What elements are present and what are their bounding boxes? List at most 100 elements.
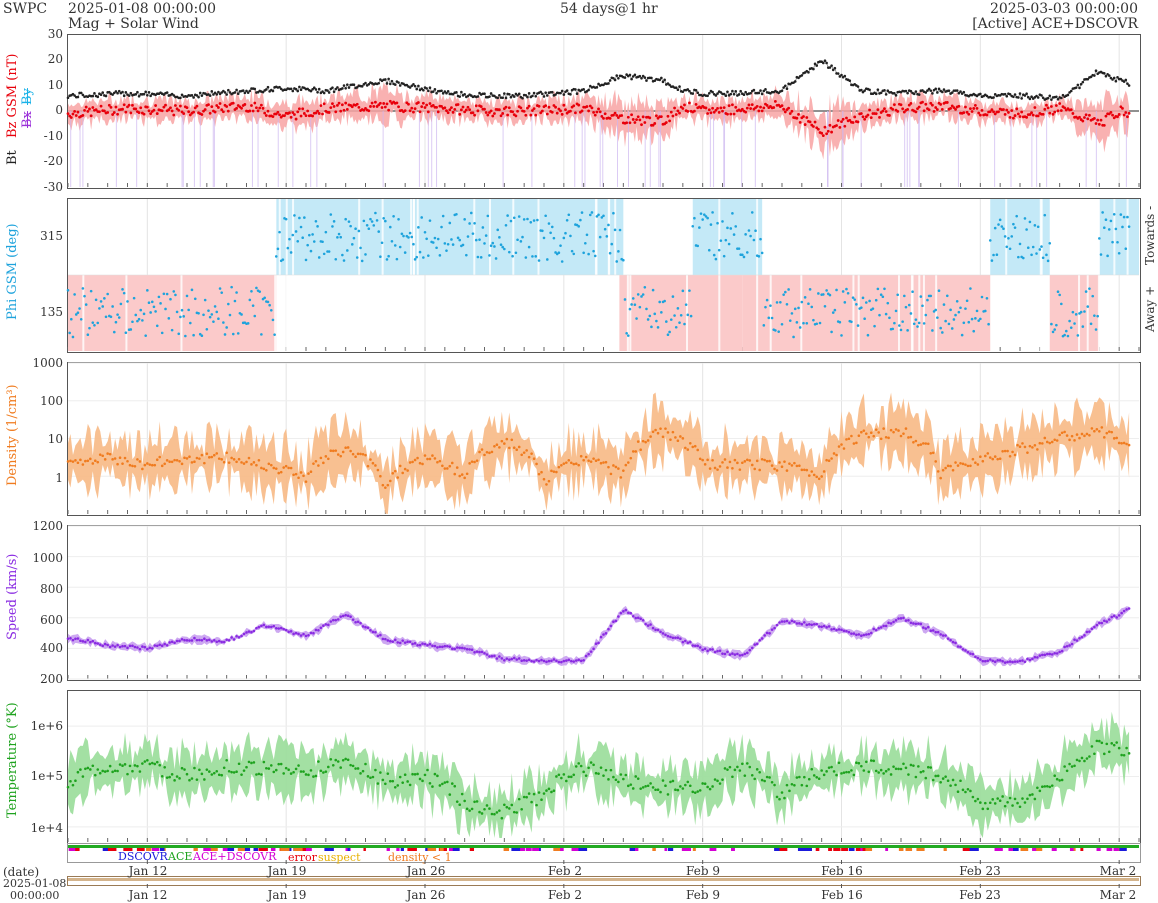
density-point: [450, 461, 454, 465]
density-point: [708, 467, 712, 470]
time-axis-bar: [68, 878, 1139, 881]
speed-point: [349, 615, 352, 619]
speed-ytick: 200: [40, 672, 63, 686]
temperature-point: [274, 768, 278, 772]
speed-point: [686, 641, 690, 645]
bt-point: [412, 83, 415, 86]
phi-point: [506, 214, 509, 217]
bz-point: [382, 102, 386, 105]
bt-point: [696, 91, 700, 95]
bz-point: [210, 105, 214, 109]
phi-point: [346, 249, 349, 252]
phi-point: [129, 328, 133, 331]
bt-point: [388, 82, 392, 86]
phi-point: [427, 254, 430, 257]
temperature-point: [887, 768, 890, 771]
bt-point: [66, 96, 70, 100]
speed-point: [708, 648, 712, 651]
temperature-point: [733, 768, 737, 772]
phi-point: [625, 331, 628, 335]
temperature-ytick: 1e+4: [30, 821, 63, 835]
bt-point: [1008, 92, 1012, 96]
temperature-point: [902, 762, 905, 766]
density-point: [907, 436, 910, 439]
phi-point: [547, 222, 551, 225]
bz-point: [185, 106, 189, 110]
bz-point: [134, 107, 138, 111]
phi-point: [422, 256, 425, 259]
bz-point: [1054, 104, 1058, 107]
density-point: [116, 462, 119, 466]
bt-point: [342, 84, 346, 87]
phi-point: [99, 300, 103, 303]
speed-point: [366, 626, 370, 630]
phi-point: [253, 314, 257, 318]
bt-point: [1127, 84, 1131, 87]
bz-point: [772, 106, 776, 109]
speed-point: [884, 624, 888, 628]
bt-point: [539, 90, 542, 94]
temperature-point: [1021, 797, 1024, 800]
temperature-point: [101, 769, 105, 773]
phi-point: [993, 226, 997, 230]
bt-point: [108, 90, 111, 94]
speed-point: [485, 653, 489, 656]
speed-point: [299, 634, 303, 637]
density-point: [857, 434, 861, 438]
phi-point: [954, 313, 957, 317]
speed-point: [242, 632, 246, 636]
density-point: [877, 431, 880, 434]
time-span: 54 days@1 hr: [560, 1, 658, 17]
phi-point: [603, 227, 607, 231]
phi-point: [342, 259, 346, 262]
speed-point: [545, 660, 548, 664]
density-point: [847, 437, 851, 441]
bz-point: [345, 108, 349, 111]
phi-point: [294, 230, 298, 233]
density-point: [517, 445, 521, 449]
phi-point: [385, 258, 389, 261]
temperature-point: [626, 784, 630, 788]
speed-point: [830, 628, 833, 631]
phi-point: [1104, 218, 1108, 222]
phi-point: [909, 312, 913, 315]
bz-point: [98, 110, 101, 114]
density-point: [654, 428, 657, 432]
density-point: [941, 468, 945, 472]
density-point: [371, 461, 375, 465]
bz-point: [1092, 117, 1096, 120]
bz-point: [99, 104, 103, 108]
phi-point: [1094, 328, 1098, 331]
temperature-point: [237, 762, 241, 766]
bz-point: [261, 106, 265, 110]
temperature-point: [976, 797, 980, 801]
temperature-point: [408, 783, 412, 787]
bz-point: [835, 124, 838, 127]
phi-point: [349, 224, 352, 228]
bz-point: [681, 107, 685, 110]
bz-point: [340, 103, 344, 107]
temperature-point: [292, 770, 295, 774]
temperature-point: [820, 769, 823, 772]
speed-point: [322, 624, 325, 628]
speed-point: [503, 658, 506, 662]
density-point: [892, 430, 895, 434]
bz-point: [755, 104, 759, 108]
speed-point: [118, 645, 122, 649]
bt-point: [377, 81, 381, 85]
phi-point: [321, 240, 324, 244]
phi-point: [521, 235, 524, 239]
phi-point: [131, 320, 134, 324]
phi-point: [132, 296, 136, 300]
bz-point: [436, 110, 440, 114]
temperature-point: [495, 811, 499, 814]
phi-point: [979, 317, 982, 321]
status-flag: [347, 848, 350, 851]
phi-point: [1122, 215, 1126, 219]
phi-point: [760, 251, 764, 255]
density-point: [954, 461, 957, 464]
density-point: [455, 466, 459, 469]
temperature-point: [872, 759, 876, 763]
temperature-point: [195, 778, 199, 781]
speed-point: [919, 622, 923, 626]
